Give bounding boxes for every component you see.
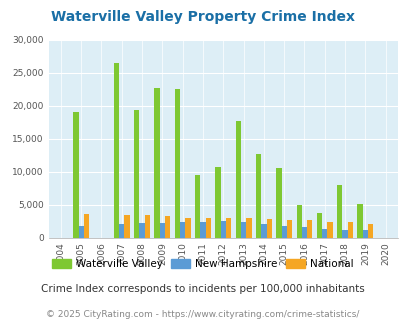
Bar	[281, 226, 286, 238]
Bar	[296, 205, 301, 238]
Bar	[134, 110, 139, 238]
Bar	[164, 216, 170, 238]
Bar	[113, 63, 119, 238]
Bar	[225, 218, 231, 238]
Bar	[266, 219, 271, 238]
Bar	[154, 88, 160, 238]
Bar	[307, 220, 312, 238]
Bar	[367, 224, 373, 238]
Bar	[336, 185, 342, 238]
Bar	[215, 167, 220, 238]
Bar	[205, 218, 211, 238]
Bar	[275, 168, 281, 238]
Bar	[83, 214, 89, 238]
Bar	[124, 215, 130, 238]
Text: Waterville Valley Property Crime Index: Waterville Valley Property Crime Index	[51, 10, 354, 24]
Bar	[316, 213, 322, 238]
Bar	[301, 227, 307, 238]
Bar	[185, 218, 190, 238]
Bar	[326, 222, 332, 238]
Bar	[139, 223, 144, 238]
Bar	[235, 121, 240, 238]
Text: Crime Index corresponds to incidents per 100,000 inhabitants: Crime Index corresponds to incidents per…	[41, 284, 364, 294]
Bar	[195, 175, 200, 238]
Bar	[261, 224, 266, 238]
Bar	[357, 204, 362, 238]
Bar	[175, 89, 180, 238]
Bar	[79, 226, 83, 238]
Text: © 2025 CityRating.com - https://www.cityrating.com/crime-statistics/: © 2025 CityRating.com - https://www.city…	[46, 310, 359, 319]
Bar	[347, 222, 352, 238]
Bar	[119, 224, 124, 238]
Bar	[220, 221, 225, 238]
Bar	[322, 229, 327, 238]
Bar	[144, 215, 150, 238]
Bar	[286, 220, 292, 238]
Bar	[180, 222, 185, 238]
Bar	[255, 154, 261, 238]
Bar	[362, 230, 367, 238]
Bar	[341, 230, 347, 238]
Bar	[200, 222, 205, 238]
Bar	[245, 218, 251, 238]
Bar	[160, 223, 164, 238]
Bar	[241, 222, 245, 238]
Bar	[73, 112, 79, 238]
Legend: Waterville Valley, New Hampshire, National: Waterville Valley, New Hampshire, Nation…	[48, 254, 357, 273]
